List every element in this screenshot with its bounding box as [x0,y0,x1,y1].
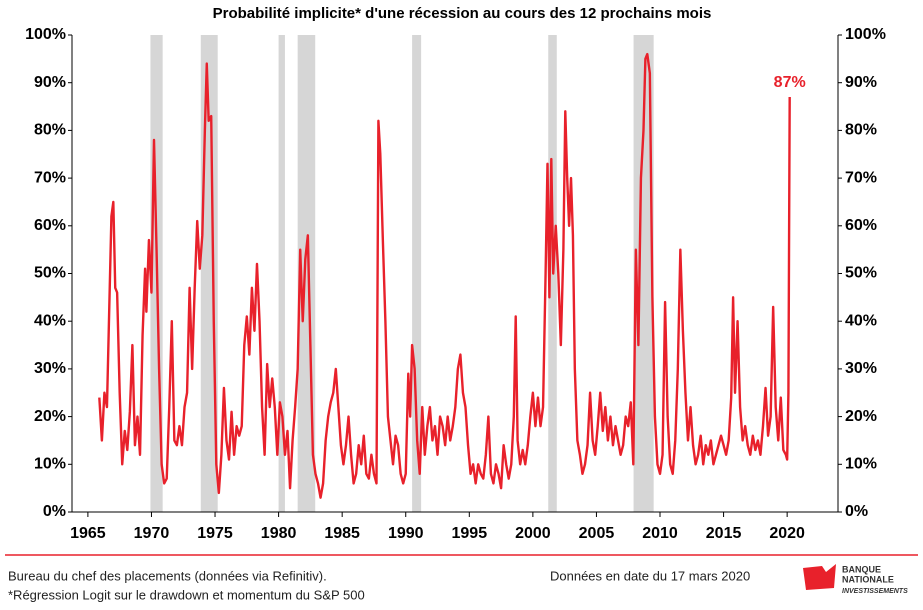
recession-band [633,35,654,512]
y-tick-label: 0% [43,503,66,520]
footer-source: Bureau du chef des placements (données v… [8,568,327,583]
x-tick-label: 1980 [261,525,297,542]
y-tick-label: 20% [34,408,66,425]
y2-tick-label: 40% [845,312,877,329]
logo-mark [803,564,836,590]
logo-text: INVESTISSEMENTS [842,588,908,595]
x-tick-label: 1975 [197,525,233,542]
recession-band [412,35,422,512]
y2-tick-label: 0% [845,503,868,520]
logo-text: BANQUE [842,564,881,574]
x-tick-label: 2005 [579,525,615,542]
series-line [98,52,791,499]
x-tick-label: 2010 [642,525,678,542]
chart-title: Probabilité implicite* d'une récession a… [213,5,712,22]
y-tick-label: 70% [34,169,66,186]
y-tick-label: 10% [34,456,66,473]
y2-tick-label: 100% [845,26,886,43]
y-tick-label: 90% [34,74,66,91]
y-tick-label: 50% [34,265,66,282]
y2-tick-label: 90% [845,74,877,91]
y2-tick-label: 60% [845,217,877,234]
x-tick-label: 1990 [388,525,424,542]
recession-band [278,35,285,512]
footer-date: Données en date du 17 mars 2020 [550,568,750,583]
annotation: 87% [774,74,806,91]
y-tick-label: 30% [34,360,66,377]
x-tick-label: 1970 [134,525,170,542]
y-tick-label: 80% [34,122,66,139]
x-tick-label: 1995 [452,525,488,542]
y2-tick-label: 20% [845,408,877,425]
y2-tick-label: 80% [845,122,877,139]
y2-tick-label: 50% [845,265,877,282]
logo-text: NATIONALE [842,574,894,584]
x-tick-label: 1985 [324,525,360,542]
y2-tick-label: 10% [845,456,877,473]
x-tick-label: 2015 [706,525,742,542]
y-tick-label: 100% [25,26,66,43]
y2-tick-label: 30% [845,360,877,377]
y-tick-label: 40% [34,312,66,329]
x-tick-label: 2000 [515,525,551,542]
y2-tick-label: 70% [845,169,877,186]
x-tick-label: 2020 [769,525,805,542]
y-tick-label: 60% [34,217,66,234]
footer-note: *Régression Logit sur le drawdown et mom… [8,587,365,602]
x-tick-label: 1965 [70,525,106,542]
